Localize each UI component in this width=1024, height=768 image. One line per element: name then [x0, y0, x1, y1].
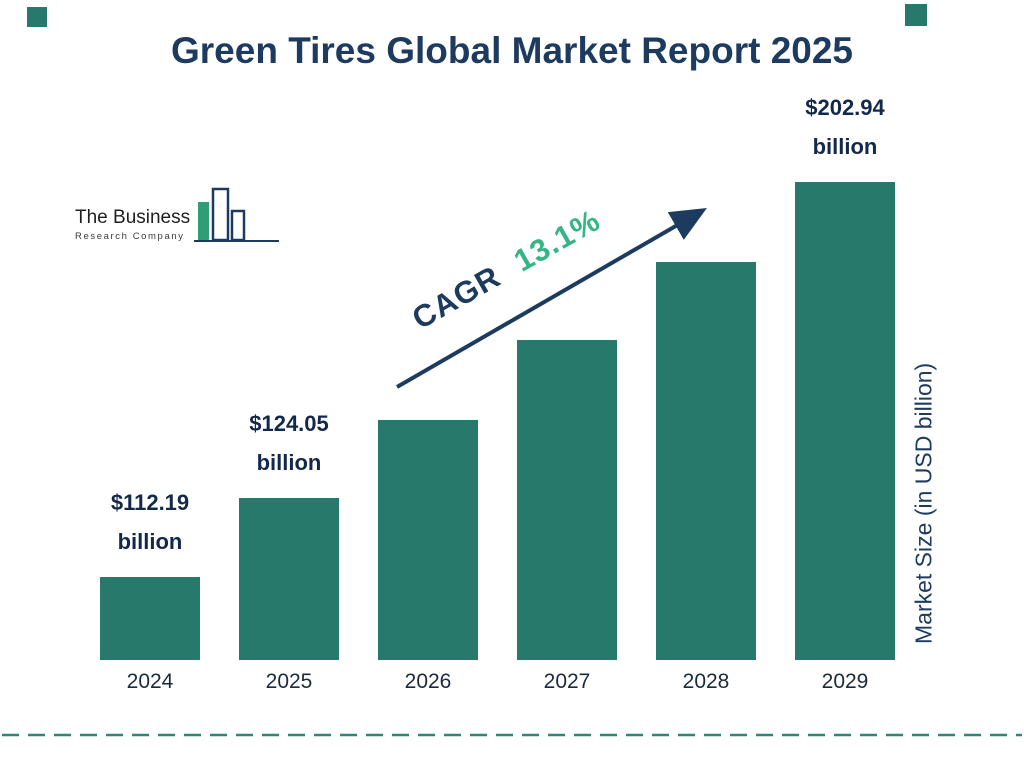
bar-2029: [795, 182, 895, 660]
decor-square-top-right: [905, 4, 927, 26]
x-tick-label-2025: 2025: [265, 670, 313, 693]
company-logo-text: The Business Research Company: [75, 207, 190, 248]
bar-2027: [517, 340, 617, 660]
bar-value-amount: $112.19: [110, 490, 190, 515]
decor-square-top-left: [27, 7, 47, 27]
bar-value-unit: billion: [812, 133, 878, 159]
bar-2028: [656, 262, 756, 660]
bar-2026: [378, 420, 478, 660]
x-tick-label-2024: 2024: [126, 670, 174, 693]
bar-value-label-2024: $112.19 billion: [60, 484, 240, 561]
company-subname: Research Company: [75, 231, 185, 242]
company-logo: The Business Research Company: [75, 186, 284, 248]
company-name: The Business: [75, 207, 191, 228]
bar-value-unit: billion: [256, 449, 322, 475]
y-axis-label: Market Size (in USD billion): [910, 362, 937, 644]
bar-value-unit: billion: [117, 528, 183, 554]
x-tick-label-2027: 2027: [543, 670, 591, 693]
page-title: Green Tires Global Market Report 2025: [170, 30, 854, 71]
bar-value-amount: $202.94: [805, 95, 885, 120]
bar-chart-logo-icon: [194, 187, 280, 242]
bar-2025: [239, 498, 339, 660]
bar-value-amount: $124.05: [249, 411, 329, 436]
x-tick-label-2029: 2029: [821, 670, 869, 693]
bar-2024: [100, 577, 200, 660]
x-tick-label-2026: 2026: [404, 670, 452, 693]
x-tick-label-2028: 2028: [682, 670, 730, 693]
bar-value-label-2029: $202.94 billion: [755, 89, 935, 166]
bar-value-label-2025: $124.05 billion: [199, 405, 379, 482]
